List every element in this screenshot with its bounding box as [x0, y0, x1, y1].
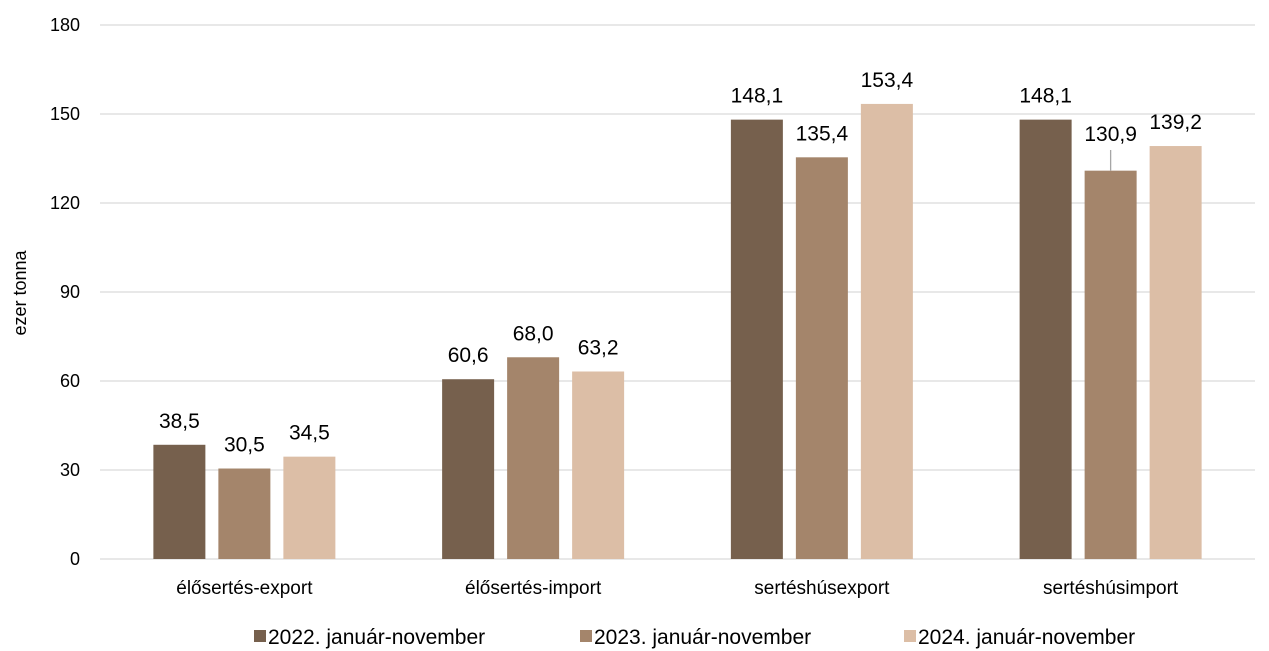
- y-tick-label: 30: [60, 460, 80, 480]
- data-label: 38,5: [159, 410, 200, 433]
- bar: [1084, 170, 1137, 559]
- bar: [795, 157, 848, 559]
- data-labels: 38,5 30,5 34,5 60,6 68,0 63,2 148,1 135,4 153,4 1…: [159, 69, 1202, 457]
- data-label: 60,6: [448, 344, 489, 367]
- y-tick-label: 60: [60, 371, 80, 391]
- bar: [507, 357, 560, 559]
- bar: [860, 103, 913, 559]
- legend-label: 2023. január-november: [594, 626, 811, 649]
- gridlines: [100, 24, 1255, 560]
- data-label: 139,2: [1149, 111, 1202, 134]
- data-label: 130,9: [1084, 123, 1137, 146]
- bar: [1019, 119, 1072, 560]
- x-category-label: sertéshúsimport: [1043, 578, 1179, 599]
- legend-swatch: [904, 630, 916, 642]
- data-label: 135,4: [796, 122, 849, 145]
- bar: [283, 456, 336, 559]
- x-category-label: sertéshúsexport: [754, 578, 890, 599]
- legend-swatch: [254, 630, 266, 642]
- legend-label: 2024. január-november: [918, 626, 1135, 649]
- bar: [153, 444, 206, 559]
- data-label: 68,0: [513, 322, 554, 345]
- data-label: 148,1: [731, 85, 784, 108]
- x-category-label: élősertés-import: [465, 578, 602, 599]
- data-label: 30,5: [224, 434, 265, 457]
- y-axis-ticks: 0 30 60 90 120 150 180: [50, 15, 80, 569]
- x-category-label: élősertés-export: [176, 578, 313, 599]
- bar: [572, 371, 625, 559]
- legend-swatch: [580, 630, 592, 642]
- bar: [218, 468, 271, 559]
- data-label: 34,5: [289, 422, 330, 445]
- bars: [153, 103, 1202, 560]
- y-axis-label: ezer tonna: [10, 249, 30, 335]
- y-tick-label: 0: [70, 549, 80, 569]
- legend: 2022. január-november 2023. január-novemb…: [254, 626, 1135, 649]
- bar: [442, 379, 495, 559]
- bar: [1149, 146, 1202, 560]
- x-axis-categories: élősertés-export élősertés-import sertéshú…: [176, 578, 1179, 599]
- data-label: 63,2: [578, 337, 619, 360]
- data-label: 148,1: [1019, 85, 1072, 108]
- data-label: 153,4: [861, 69, 914, 92]
- y-tick-label: 180: [50, 15, 80, 35]
- y-tick-label: 150: [50, 104, 80, 124]
- y-tick-label: 120: [50, 193, 80, 213]
- legend-label: 2022. január-november: [268, 626, 485, 649]
- bar: [730, 119, 783, 560]
- y-tick-label: 90: [60, 282, 80, 302]
